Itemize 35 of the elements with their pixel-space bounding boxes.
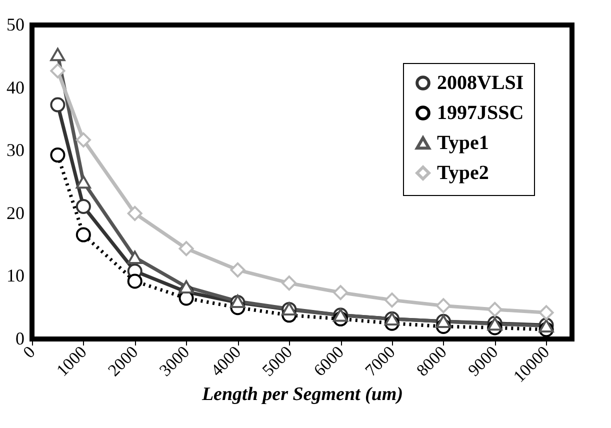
point (333, 285, 348, 300)
y-tick-label: 40 (6, 77, 24, 98)
point (76, 132, 91, 148)
point (538, 305, 554, 320)
legend-label: 1997JSSC (437, 102, 524, 124)
point (50, 63, 66, 78)
y-tick-label: 10 (6, 266, 24, 286)
x-tick-label: 6000 (310, 342, 348, 380)
point (230, 262, 246, 278)
point (487, 302, 502, 318)
point (76, 227, 91, 242)
point (282, 276, 297, 291)
point (178, 241, 194, 256)
y-tick-label: 50 (6, 14, 24, 34)
y-tick-label: 30 (6, 140, 24, 160)
point (127, 250, 142, 264)
legend-label: 2008VLSI (437, 72, 524, 94)
x-tick-label: 4000 (207, 342, 245, 380)
point (50, 48, 66, 62)
point (50, 97, 66, 112)
x-tick-label: 7000 (361, 342, 399, 380)
point (384, 292, 400, 308)
point (436, 298, 451, 314)
point (76, 175, 91, 189)
y-tick-label: 20 (6, 202, 24, 223)
x-tick-label: 8000 (412, 342, 450, 380)
legend-label: Type1 (437, 132, 489, 154)
point (50, 147, 66, 162)
point (178, 280, 194, 294)
x-axis-title: Length per Segment (um) (200, 384, 404, 406)
y-tick-label: 0 (16, 328, 24, 348)
legend-label: Type2 (437, 162, 489, 184)
point (76, 198, 91, 214)
point (127, 206, 142, 221)
point (127, 274, 142, 289)
